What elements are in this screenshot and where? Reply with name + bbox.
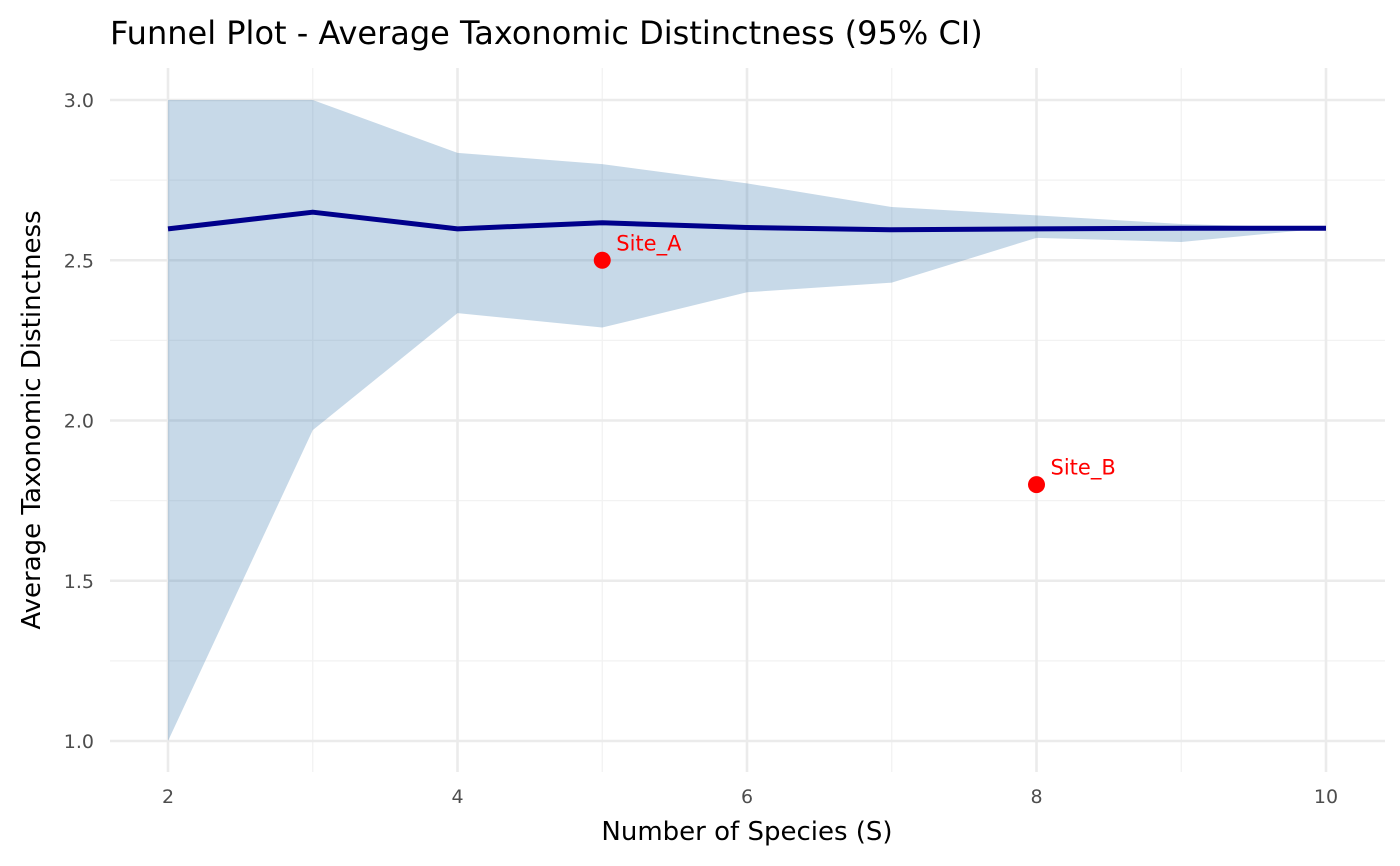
site-point-label: Site_B xyxy=(1051,456,1116,481)
confidence-interval-ribbon xyxy=(168,100,1326,741)
y-axis-ticks: 1.0 1.5 2.0 2.5 3.0 xyxy=(64,90,94,753)
y-tick-label: 3.0 xyxy=(64,90,94,112)
site-point xyxy=(593,251,611,269)
y-tick-label: 1.0 xyxy=(64,731,94,753)
x-tick-label: 10 xyxy=(1314,786,1338,808)
site-point xyxy=(1028,476,1045,494)
mean-line xyxy=(167,209,1326,233)
x-tick-label: 4 xyxy=(451,786,463,808)
site-points: Site_A Site_B xyxy=(593,231,1116,494)
x-tick-label: 6 xyxy=(741,786,753,808)
y-axis-title: Average Taxonomic Distinctness xyxy=(17,210,47,629)
grid xyxy=(110,68,1385,772)
x-axis-title: Number of Species (S) xyxy=(601,817,892,847)
chart-title: Funnel Plot - Average Taxonomic Distinct… xyxy=(110,14,983,52)
x-tick-label: 8 xyxy=(1030,786,1042,808)
x-axis-ticks: 2 4 6 8 10 xyxy=(162,786,1338,808)
y-tick-label: 2.0 xyxy=(64,411,94,433)
site-point-label: Site_A xyxy=(616,231,682,256)
x-tick-label: 2 xyxy=(162,786,174,808)
y-tick-label: 2.5 xyxy=(64,250,94,272)
y-tick-label: 1.5 xyxy=(64,571,94,593)
